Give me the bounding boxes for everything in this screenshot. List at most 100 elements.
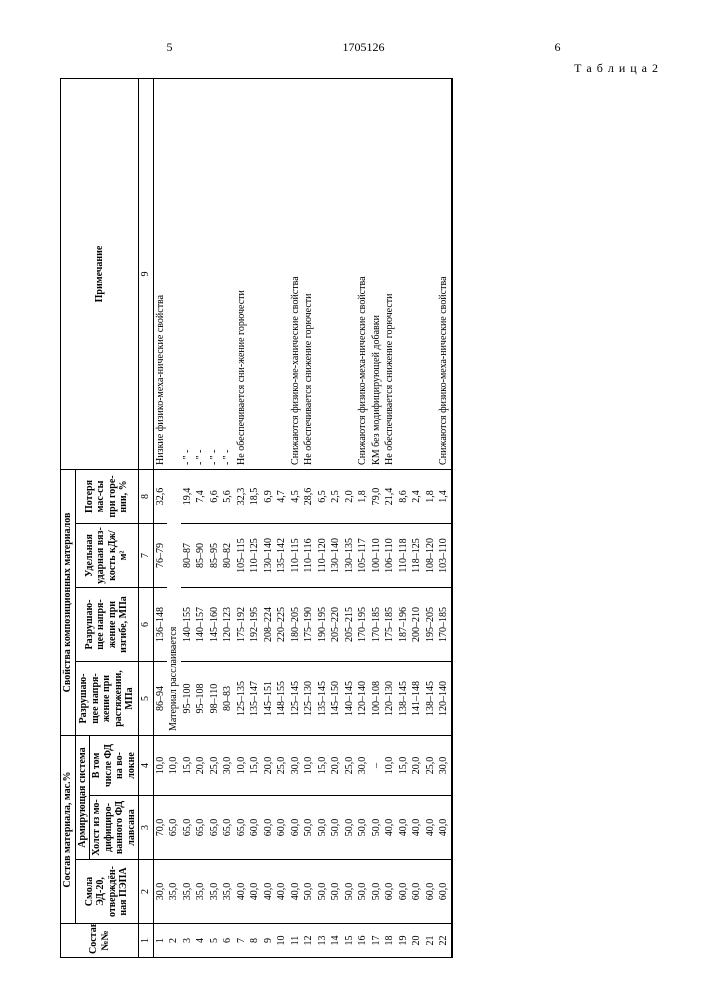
cell: 105–115 — [235, 524, 249, 588]
cell: 2,5 — [329, 469, 343, 523]
cell: 50,0 — [302, 796, 316, 860]
colnum: 9 — [139, 79, 154, 470]
col-head-fd-on-fiber: В том числе ФД на во-локне — [90, 736, 139, 796]
cell: 103–110 — [437, 524, 451, 588]
cell: 8 — [248, 924, 262, 958]
cell: 76–79 — [153, 524, 167, 588]
cell: Не обеспечивается снижение горючести — [383, 79, 397, 470]
cell: 20 — [410, 924, 424, 958]
cell: 118–125 — [410, 524, 424, 588]
cell: 80–87 — [181, 524, 195, 588]
table-row: 1550,050,025,0140–145205–215130–1352,0 — [343, 79, 357, 958]
cell: 100–110 — [370, 524, 384, 588]
cell: 3 — [181, 924, 195, 958]
cell: 130–135 — [343, 524, 357, 588]
cell: 50,0 — [343, 860, 357, 924]
cell: Снижаются физико-меха-нические свойства — [356, 79, 370, 470]
cell: 120–140 — [437, 662, 451, 736]
cell: 145–151 — [262, 662, 276, 736]
cell: 220–225 — [275, 588, 289, 662]
table-caption: Т а б л и ц а 2 — [60, 61, 667, 76]
cell: 35,0 — [221, 860, 235, 924]
col-head-number: Состав, №№ — [61, 924, 139, 958]
cell: 120–130 — [383, 662, 397, 736]
cell: 20,0 — [194, 736, 208, 796]
cell: 125–135 — [235, 662, 249, 736]
cell: 2,0 — [343, 469, 357, 523]
cell: 21,4 — [383, 469, 397, 523]
col-group-properties: Свойства композиционных материалов — [61, 469, 76, 735]
cell: - '' - — [221, 79, 235, 470]
cell: 65,0 — [208, 796, 222, 860]
cell — [329, 79, 343, 470]
cell: 1,8 — [356, 469, 370, 523]
col-head-note: Примечание — [61, 79, 139, 470]
cell: 28,6 — [302, 469, 316, 523]
cell: 208–224 — [262, 588, 276, 662]
cell: 98–110 — [208, 662, 222, 736]
column-number-row: 1 2 3 4 5 6 7 8 9 — [139, 79, 154, 958]
cell: 7,4 — [194, 469, 208, 523]
cell: Не обеспечивается снижение горючести — [302, 79, 316, 470]
cell: 170–185 — [437, 588, 451, 662]
colnum: 2 — [139, 860, 154, 924]
cell — [410, 79, 424, 470]
cell: 148–155 — [275, 662, 289, 736]
cell: 30,0 — [221, 736, 235, 796]
cell: - '' - — [181, 79, 195, 470]
table-row: 235,065,010,0Материал расслаивается — [167, 79, 181, 958]
cell: 19,4 — [181, 469, 195, 523]
table-row: 130,070,010,086–94136–14876–7932,6Низкие… — [153, 79, 167, 958]
cell: 40,0 — [275, 860, 289, 924]
cell: 50,0 — [343, 796, 357, 860]
table-row: 1450,050,020,0145–150205–220130–1402,5 — [329, 79, 343, 958]
cell: 40,0 — [262, 860, 276, 924]
table-row: 1040,060,025,0148–155220–225135–1424,7 — [275, 79, 289, 958]
table-row: 940,060,020,0145–151208–224130–1406,9 — [262, 79, 276, 958]
composition-properties-table: Состав, №№ Состав материала, мас.% Свойс… — [60, 78, 453, 958]
cell — [424, 79, 438, 470]
cell: 95–100 — [181, 662, 195, 736]
table-row: 535,065,025,098–110145–16085–956,6- '' - — [208, 79, 222, 958]
table-head: Состав, №№ Состав материала, мас.% Свойс… — [61, 79, 139, 958]
cell: 7 — [235, 924, 249, 958]
cell: 35,0 — [194, 860, 208, 924]
cell: 15,0 — [397, 736, 411, 796]
cell — [248, 79, 262, 470]
cell: 9 — [262, 924, 276, 958]
cell: 60,0 — [383, 860, 397, 924]
cell: Не обеспечивается сни-жение горючести — [235, 79, 249, 470]
cell: 10,0 — [235, 736, 249, 796]
cell: 30,0 — [356, 736, 370, 796]
cell: 141–148 — [410, 662, 424, 736]
cell: 110–115 — [289, 524, 303, 588]
cell: 25,0 — [208, 736, 222, 796]
cell: 10,0 — [383, 736, 397, 796]
cell: 145–160 — [208, 588, 222, 662]
table-row: 335,065,015,095–100140–15580–8719,4- '' … — [181, 79, 195, 958]
cell: 2 — [167, 924, 181, 958]
cell: 65,0 — [167, 796, 181, 860]
cell — [451, 588, 452, 662]
cell: 170–185 — [370, 588, 384, 662]
colnum: 8 — [139, 469, 154, 523]
cell: 14 — [329, 924, 343, 958]
col-group-reinforcement: Армирующая система — [75, 736, 90, 860]
cell: 135–142 — [275, 524, 289, 588]
cell: 60,0 — [397, 860, 411, 924]
cell: 20,0 — [262, 736, 276, 796]
cell: 30,0 — [437, 736, 451, 796]
col-head-tensile: Разрушаю-щее напря-жение при растяжении,… — [75, 662, 139, 736]
cell: 50,0 — [316, 796, 330, 860]
cell: 110–116 — [302, 524, 316, 588]
cell: 25,0 — [343, 736, 357, 796]
cell: 138–145 — [424, 662, 438, 736]
col-head-impact: Удельная ударная вяз-кость кДж/м² — [75, 524, 139, 588]
cell: 80–82 — [221, 524, 235, 588]
cell: 70,0 — [153, 796, 167, 860]
col-head-bending: Разрушаю-щее напря-жение при изгибе, МПа — [75, 588, 139, 662]
cell: - '' - — [208, 79, 222, 470]
cell: 50,0 — [356, 796, 370, 860]
cell: 40,0 — [424, 796, 438, 860]
cell: 195–205 — [424, 588, 438, 662]
